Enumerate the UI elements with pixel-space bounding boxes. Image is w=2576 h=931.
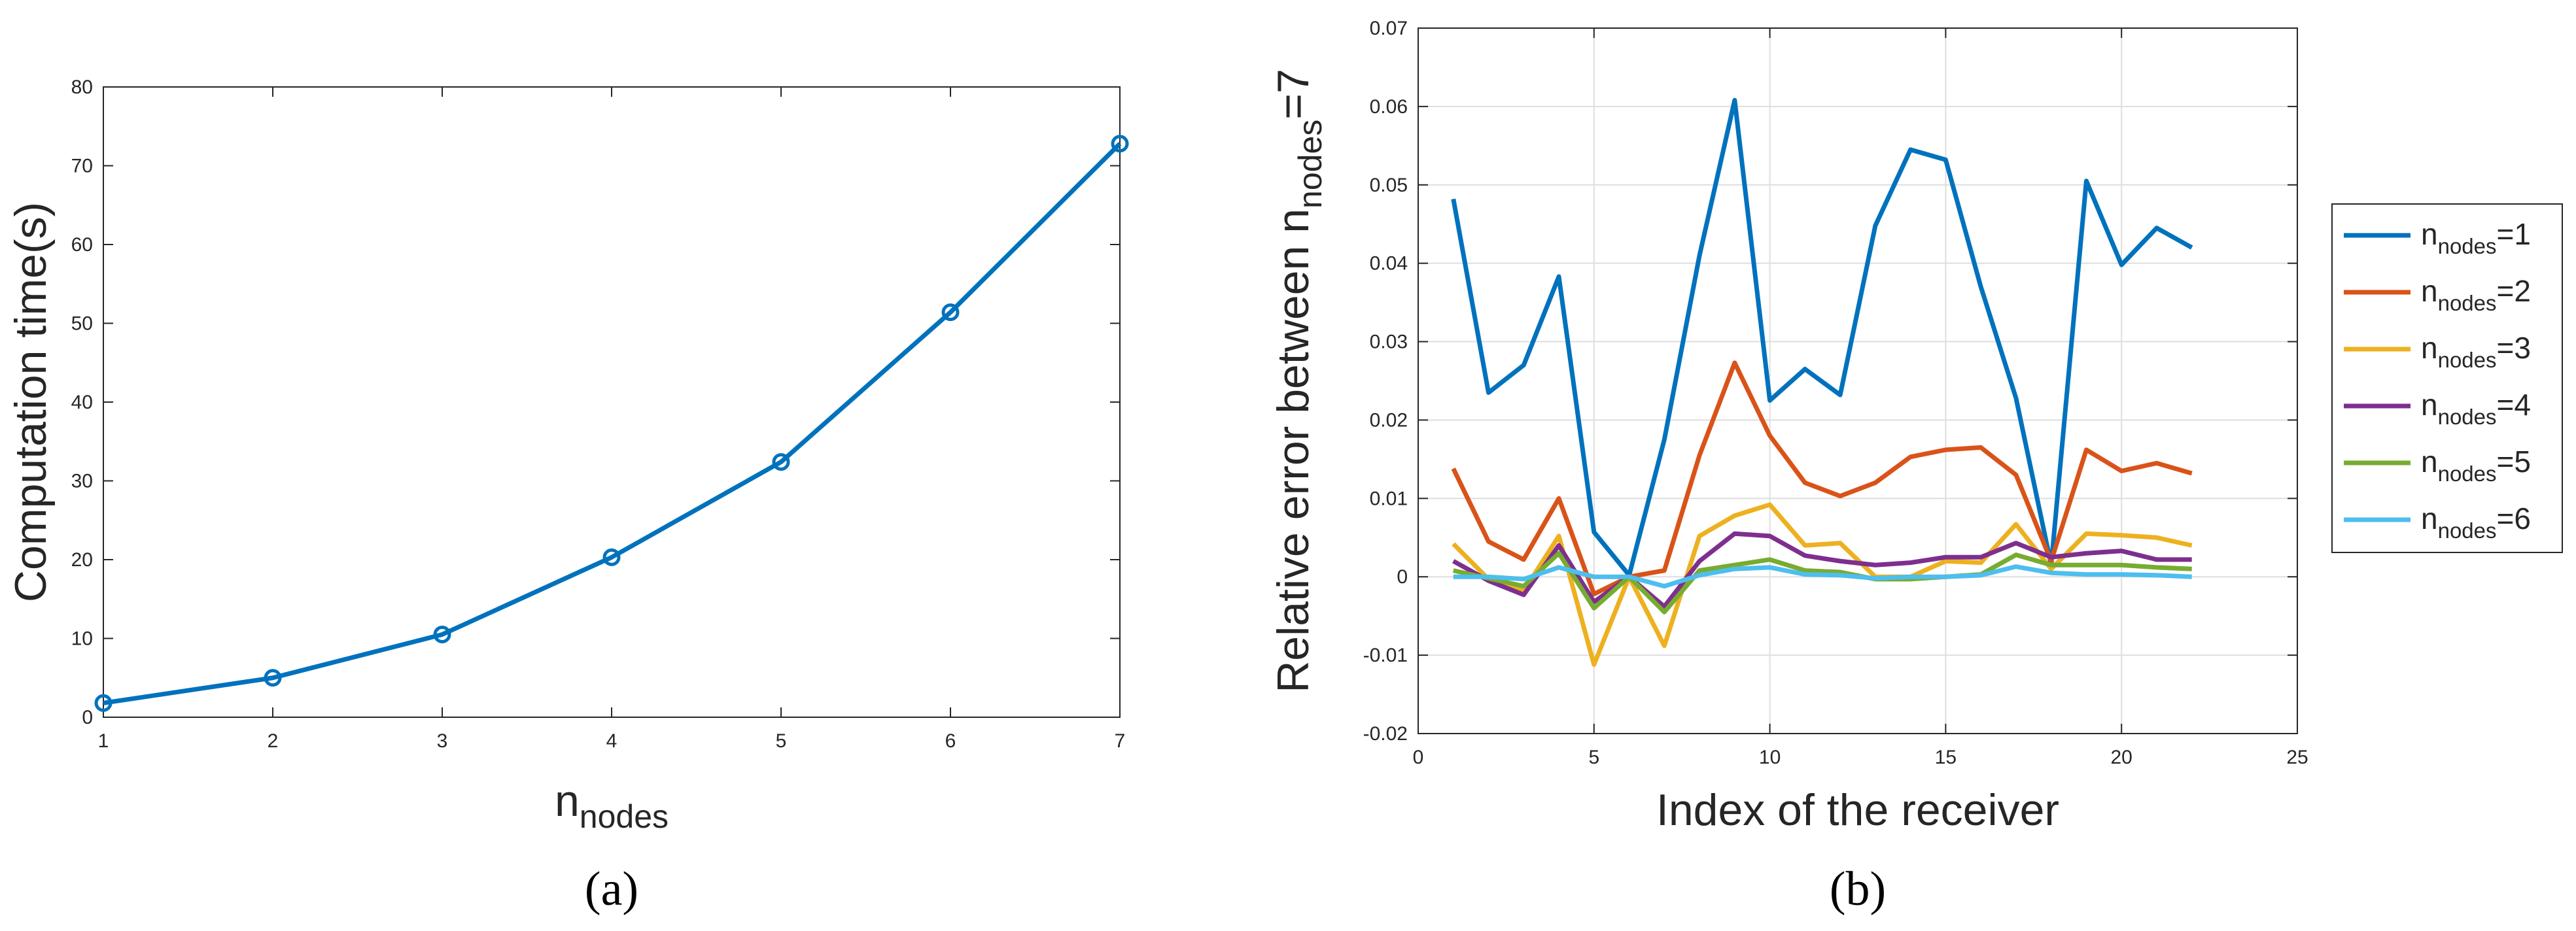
y-tick-label-b: 0.06	[1370, 96, 1408, 118]
y-tick-label-b: 0.05	[1370, 175, 1408, 196]
x-tick-label-a: 6	[945, 730, 956, 752]
x-tick-label-a: 1	[98, 730, 109, 752]
legend-entry-b: nnodes=3	[2421, 331, 2531, 372]
x-tick-label-b: 0	[1413, 747, 1424, 768]
x-tick-label-b: 5	[1588, 747, 1599, 768]
legend-box-b	[2331, 203, 2563, 553]
x-tick-label-a: 5	[776, 730, 787, 752]
y-tick-label-a: 10	[71, 628, 93, 650]
y-axis-label-a: Computation time(s)	[6, 202, 56, 602]
y-tick-label-a: 50	[71, 313, 93, 335]
x-tick-label-a: 3	[437, 730, 448, 752]
data-point-a	[772, 453, 790, 471]
data-point-a	[602, 548, 621, 566]
x-tick-label-b: 20	[2111, 747, 2132, 768]
legend-entry-base-b: n	[2421, 501, 2438, 535]
legend-entry-b: nnodes=1	[2421, 217, 2531, 258]
legend-entry-base-b: n	[2421, 274, 2438, 308]
legend-entry-sub-b: nodes	[2438, 291, 2497, 315]
y-axis-label-b: Relative error between nnodes=7	[1268, 69, 1329, 693]
x-tick-label-a: 2	[268, 730, 279, 752]
panel-label-text-b: (b)	[1830, 862, 1886, 916]
legend-entry-value-b: =1	[2497, 217, 2531, 251]
legend-entry-sub-b: nodes	[2438, 348, 2497, 372]
series-line-b-5	[1452, 550, 2192, 615]
legend-entry-base-b: n	[2421, 217, 2438, 251]
legend-entry-sub-b: nodes	[2438, 518, 2497, 543]
y-tick-label-a: 0	[82, 707, 93, 728]
legend-entry-b: nnodes=2	[2421, 274, 2531, 315]
y-tick-label-a: 30	[71, 471, 93, 492]
panel-label-text-a: (a)	[585, 862, 638, 916]
data-point-a	[94, 694, 113, 712]
x-tick-label-a: 4	[606, 730, 618, 752]
series-line-b-2	[1451, 360, 2193, 597]
legend-entry-base-b: n	[2421, 388, 2438, 422]
y-axis-label-suffix-b: =7	[1268, 69, 1318, 120]
legend-entry-sub-b: nodes	[2438, 234, 2497, 258]
legend-entry-sub-b: nodes	[2438, 405, 2497, 429]
series-line-a	[103, 142, 1122, 705]
axes-box-b	[1418, 27, 2298, 734]
axes-box-a	[103, 86, 1121, 718]
series-line-b-3	[1452, 502, 2193, 667]
data-point-a	[433, 625, 451, 643]
data-point-a	[264, 669, 282, 687]
x-axis-label-a: nnodes	[555, 776, 669, 835]
y-tick-label-b: 0.04	[1370, 253, 1408, 275]
panel-label-b: (b)	[1830, 862, 1886, 916]
y-tick-label-a: 70	[71, 156, 93, 177]
legend-entry-value-b: =2	[2497, 274, 2531, 308]
x-tick-label-b: 10	[1759, 747, 1781, 768]
legend-entry-b: nnodes=4	[2421, 388, 2531, 429]
y-tick-label-b: 0.07	[1370, 18, 1408, 39]
series-line-b-6	[1453, 564, 2192, 589]
y-axis-label-prefix-b: Relative error between n	[1268, 209, 1318, 693]
y-tick-label-b: 0.03	[1370, 331, 1408, 353]
x-axis-label-base-a: n	[555, 776, 580, 826]
legend-entry-base-b: n	[2421, 331, 2438, 365]
data-point-a	[1111, 135, 1129, 153]
data-point-a	[941, 303, 960, 322]
axes-bg-b	[1418, 28, 2297, 734]
y-tick-label-b: 0.02	[1370, 409, 1408, 431]
x-tick-label-a: 7	[1115, 730, 1126, 752]
legend-entry-value-b: =4	[2497, 388, 2531, 422]
x-tick-label-b: 25	[2286, 747, 2308, 768]
y-tick-label-a: 40	[71, 392, 93, 413]
panel-label-a: (a)	[585, 862, 638, 916]
y-tick-label-b: 0	[1397, 566, 1408, 588]
chart-b-relative-error: 0 5 10 15 20 25 -0.02 -0.01 0 0.01 0.02 0.03 0.04 0.0…	[1268, 18, 2563, 916]
legend-entry-value-b: =5	[2497, 445, 2531, 479]
y-tick-label-a: 60	[71, 234, 93, 256]
legend-entry-b: nnodes=5	[2421, 445, 2531, 486]
legend-entry-value-b: =3	[2497, 331, 2531, 365]
y-tick-label-a: 80	[71, 76, 93, 98]
legend-entry-sub-b: nodes	[2438, 462, 2497, 486]
x-axis-label-sub-a: nodes	[580, 798, 669, 835]
x-tick-label-b: 15	[1935, 747, 1957, 768]
y-tick-label-b: -0.02	[1363, 723, 1408, 745]
y-tick-label-b: 0.01	[1370, 488, 1408, 509]
x-axis-label-b: Index of the receiver	[1656, 785, 2059, 835]
legend-entry-base-b: n	[2421, 445, 2438, 479]
y-axis-label-sub-b: nodes	[1292, 120, 1329, 209]
legend-entry-value-b: =6	[2497, 501, 2531, 535]
series-line-b-1	[1451, 97, 2193, 578]
y-tick-label-b: -0.01	[1363, 645, 1408, 666]
y-tick-label-a: 20	[71, 549, 93, 571]
legend-entry-b: nnodes=6	[2421, 501, 2531, 543]
